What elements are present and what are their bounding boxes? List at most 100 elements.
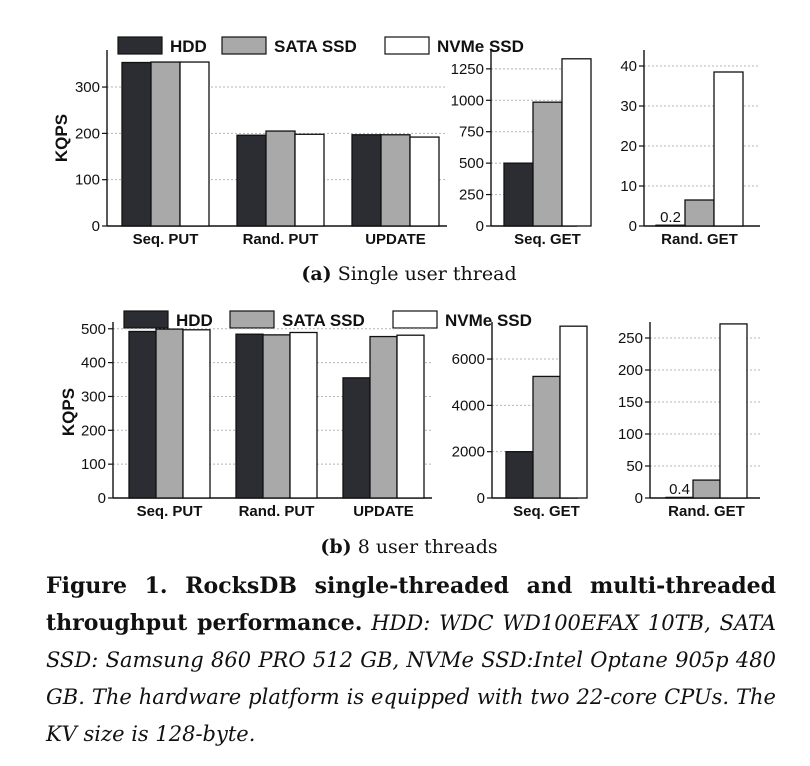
y-tick-label: 0 (477, 490, 485, 507)
y-tick-label: 100 (81, 456, 106, 473)
bar-nvme-seq-put (179, 61, 210, 227)
y-tick-label: 750 (459, 124, 484, 141)
y-tick-label: 500 (459, 155, 484, 172)
y-tick-label: 500 (81, 321, 106, 338)
bar-hdd-seq-put (121, 61, 152, 227)
chart-b-2: 0 2000 4000 6000 Seq. GET (452, 322, 588, 520)
figure-caption: Figure 1. RocksDB single-threaded and mu… (46, 568, 776, 753)
bar-nvme-rand-get (713, 71, 744, 227)
bar-sata-rand-put (265, 130, 296, 227)
y-tick-label: 20 (620, 138, 637, 155)
bar-sata-update (369, 335, 398, 499)
bar-hdd-seq-get (505, 451, 534, 499)
legend-label-sata: SATA SSD (274, 37, 357, 56)
bar-nvme-rand-put (289, 331, 318, 499)
legend-b: HDD SATA SSD NVMe SSD (123, 310, 532, 330)
x-category-label: Seq. PUT (137, 503, 203, 520)
data-label: 0.2 (660, 209, 681, 226)
figure-canvas: HDD SATA SSD NVMe SSD HDD SATA SSD NVMe … (52, 36, 760, 558)
data-label: 0.4 (669, 481, 690, 498)
chart-a-3: 0 10 20 30 40 Rand. GET 0.2 (620, 50, 760, 248)
legend-swatch-sata (221, 36, 267, 55)
y-tick-label: 250 (459, 187, 484, 204)
chart-a-2: 0 250 500 750 1000 1250 Seq. GET (451, 50, 592, 248)
y-tick-label: 100 (75, 172, 100, 189)
y-tick-label: 0 (635, 490, 643, 507)
y-tick-label: 50 (626, 458, 643, 475)
y-tick-label: 30 (620, 98, 637, 115)
y-axis-label-a: KQPS (52, 114, 71, 162)
y-tick-label: 300 (81, 388, 106, 405)
chart-b-3: 0 50 100 150 200 250 Rand. GET 0.4 (618, 322, 760, 520)
bar-sata-seq-get (532, 375, 561, 499)
bar-sata-seq-put (155, 328, 184, 499)
y-tick-label: 400 (81, 355, 106, 372)
bar-nvme-seq-get (561, 58, 592, 227)
legend-swatch-sata (229, 310, 275, 329)
x-category-label: Rand. PUT (239, 503, 315, 520)
bar-sata-update (380, 134, 411, 227)
subcaption-b: (b) 8 user threads (320, 536, 497, 558)
x-category-label: Seq. PUT (133, 231, 199, 248)
y-tick-label: 150 (618, 394, 643, 411)
legend-label-nvme: NVMe SSD (445, 311, 532, 330)
x-category-label: UPDATE (365, 231, 426, 248)
bar-hdd-update (351, 134, 382, 227)
y-tick-label: 0 (92, 218, 100, 235)
y-tick-label: 200 (81, 422, 106, 439)
y-tick-label: 0 (629, 218, 637, 235)
y-tick-label: 200 (618, 362, 643, 379)
x-category-label: Seq. GET (514, 231, 581, 248)
caption-text: HDD: WDC WD100EFAX 10TB, SATA SSD: Samsu… (46, 611, 776, 746)
bar-hdd-seq-put (128, 330, 157, 499)
bar-sata-rand-put (262, 334, 291, 499)
legend-a: HDD SATA SSD NVMe SSD (117, 36, 524, 56)
legend-swatch-hdd (117, 36, 163, 55)
bar-nvme-seq-put (182, 329, 211, 499)
y-tick-label: 0 (476, 218, 484, 235)
y-tick-label: 200 (75, 125, 100, 142)
y-tick-label: 250 (618, 330, 643, 347)
legend-swatch-hdd (123, 310, 169, 329)
x-category-label: Rand. GET (668, 503, 745, 520)
y-tick-label: 2000 (452, 444, 485, 461)
bar-nvme-update (409, 136, 440, 227)
y-tick-label: 4000 (452, 397, 485, 414)
bar-nvme-update (396, 334, 425, 499)
bar-sata-rand-get (692, 479, 721, 499)
bar-hdd-update (342, 377, 371, 499)
x-category-label: Rand. GET (661, 231, 738, 248)
bar-nvme-rand-get (719, 323, 748, 499)
y-tick-label: 40 (620, 58, 637, 75)
bar-nvme-seq-get (559, 325, 588, 499)
y-tick-label: 6000 (452, 351, 485, 368)
x-category-label: Seq. GET (513, 503, 580, 520)
y-tick-label: 1000 (451, 92, 484, 109)
x-category-label: Rand. PUT (243, 231, 319, 248)
legend-label-hdd: HDD (176, 311, 213, 330)
legend-label-sata: SATA SSD (282, 311, 365, 330)
caption-title: Figure 1. RocksDB single-threaded and mu… (46, 573, 776, 636)
y-tick-label: 300 (75, 79, 100, 96)
chart-a-1: 0 100 200 300 Seq. PUT Rand. PUT UPDATE (75, 50, 447, 248)
subcaption-a: (a) Single user thread (301, 263, 516, 285)
y-tick-label: 1250 (451, 61, 484, 78)
bar-hdd-rand-put (235, 333, 264, 499)
legend-swatch-nvme (392, 310, 438, 329)
y-tick-label: 100 (618, 426, 643, 443)
bar-sata-seq-get (532, 101, 563, 227)
bar-sata-seq-put (150, 61, 181, 227)
x-category-label: UPDATE (353, 503, 414, 520)
y-axis-label-b: KQPS (59, 388, 78, 436)
y-tick-label: 0 (98, 490, 106, 507)
bar-hdd-rand-put (236, 134, 267, 227)
legend-label-hdd: HDD (170, 37, 207, 56)
legend-label-nvme: NVMe SSD (437, 37, 524, 56)
bar-nvme-rand-put (294, 133, 325, 227)
chart-b-1: 0 100 200 300 400 500 Seq. PUT Rand. PUT UPDATE (81, 321, 432, 520)
bar-sata-rand-get (684, 199, 715, 227)
y-tick-label: 10 (620, 178, 637, 195)
legend-swatch-nvme (384, 36, 430, 55)
bar-hdd-seq-get (503, 162, 534, 227)
